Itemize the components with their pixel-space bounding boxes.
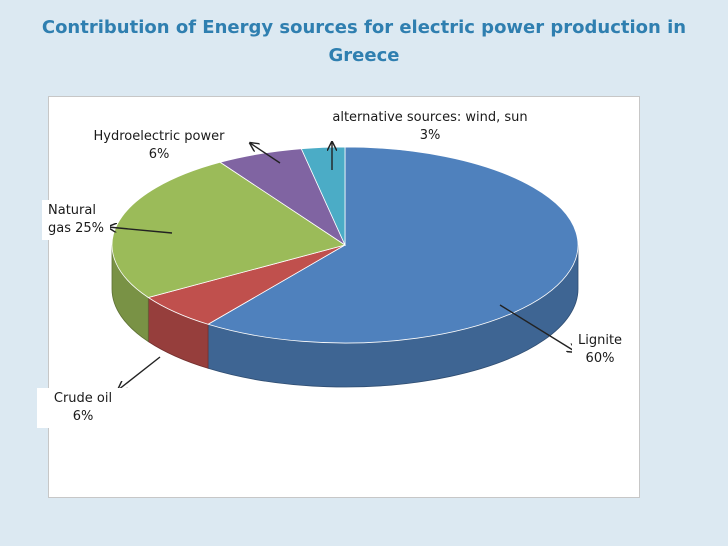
label-lignite-pct: 60% (585, 351, 615, 366)
pie-slice-alternative-sources-wind-sun (300, 146, 346, 246)
label-hydro-name: Hydroelectric power (93, 129, 225, 144)
label-natural-gas-pct: gas 25% (48, 221, 105, 236)
pie-slice-lignite (207, 146, 579, 344)
leader-hydro (250, 143, 281, 164)
pie-slice-natural-gas (111, 161, 346, 298)
label-natural-gas-name: Natural (48, 203, 96, 218)
label-natural-gas: Natural gas 25% (42, 200, 111, 240)
leader-natural-gas (108, 227, 173, 234)
label-hydro-pct: 6% (148, 147, 170, 162)
label-lignite: Lignite 60% (572, 330, 628, 370)
label-lignite-name: Lignite (578, 333, 623, 348)
label-alternative: alternative sources: wind, sun 3% (310, 109, 550, 145)
leader-crude-oil (118, 356, 161, 390)
label-hydro: Hydroelectric power 6% (74, 128, 244, 164)
label-alternative-name: alternative sources: wind, sun (332, 110, 528, 125)
chart-title: Contribution of Energy sources for elect… (0, 14, 728, 70)
label-crude-oil-name: Crude oil (53, 391, 113, 406)
label-crude-oil-pct: 6% (72, 409, 94, 424)
chart-title-line2: Greece (328, 45, 400, 66)
label-alternative-pct: 3% (419, 128, 441, 143)
chart-title-line1: Contribution of Energy sources for elect… (41, 17, 687, 38)
leader-lignite (499, 304, 576, 352)
label-crude-oil: Crude oil 6% (37, 388, 129, 428)
